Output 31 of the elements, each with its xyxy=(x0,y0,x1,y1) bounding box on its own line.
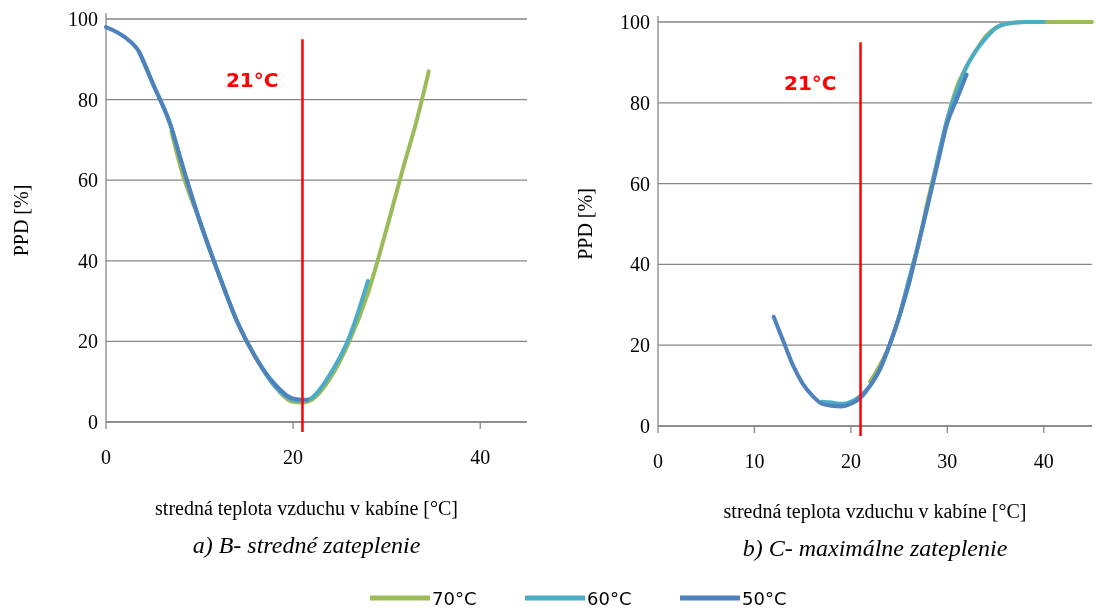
y-tick-label: 80 xyxy=(78,88,98,111)
x-tick-label: 40 xyxy=(470,446,491,468)
y-axis-title: PPD [%] xyxy=(10,184,32,257)
y-tick-label: 100 xyxy=(620,11,650,33)
y-tick-label: 20 xyxy=(630,334,650,357)
y-tick-label: 100 xyxy=(68,8,98,30)
x-tick-label: 20 xyxy=(840,450,861,472)
y-tick-label: 80 xyxy=(630,91,650,114)
y-axis-title: PPD [%] xyxy=(574,188,596,260)
y-tick-label: 20 xyxy=(78,330,98,353)
y-tick-label: 0 xyxy=(88,411,98,433)
x-tick-label: 10 xyxy=(744,450,765,472)
x-tick-label: 40 xyxy=(1033,450,1054,472)
ref-line-label: 21°C xyxy=(784,71,837,95)
text: a) B- stredné zateplenie xyxy=(192,532,421,558)
ref-line-label: 21°C xyxy=(225,68,279,92)
legend-label: 70°C xyxy=(432,588,477,609)
text: b) C- maximálne zateplenie xyxy=(742,535,1008,561)
y-tick-label: 40 xyxy=(630,253,650,276)
x-axis-title: stredná teplota vzduchu v kabíne [°C] xyxy=(723,500,1027,523)
line-series xyxy=(104,25,310,402)
x-axis-title: stredná teplota vzduchu v kabíne [°C] xyxy=(155,497,458,520)
x-tick-label: 20 xyxy=(283,446,304,468)
y-tick-label: 60 xyxy=(630,172,650,195)
legend-label: 60°C xyxy=(587,588,632,609)
line-series xyxy=(771,72,969,409)
x-tick-label: 30 xyxy=(937,450,958,472)
y-tick-label: 0 xyxy=(640,415,650,437)
y-tick-label: 40 xyxy=(78,249,98,272)
legend-label: 50°C xyxy=(742,588,787,609)
y-tick-label: 60 xyxy=(78,169,98,192)
